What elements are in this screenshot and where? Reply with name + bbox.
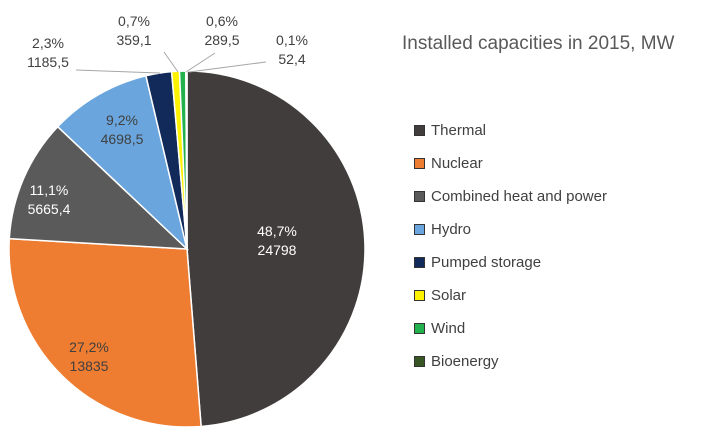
leader-line [185, 52, 216, 73]
leader-line [75, 69, 161, 74]
data-label-value: 4698,5 [101, 131, 144, 147]
legend-label: Bioenergy [431, 353, 499, 370]
pie-slice-thermal [186, 70, 366, 428]
legend-swatch [414, 356, 425, 367]
legend-label: Solar [431, 287, 467, 304]
data-label: 9,2% 4698,5 [101, 112, 144, 147]
legend-swatch [414, 191, 425, 202]
data-label: 0,6% 289,5 [204, 13, 239, 48]
legend-swatch [414, 125, 425, 136]
leader-lines [75, 51, 267, 74]
legend-swatch [414, 224, 425, 235]
pie-slice-combined-heat-and-power [8, 125, 190, 250]
legend-swatch [414, 323, 425, 334]
legend-label: Wind [431, 320, 466, 337]
legend-label: Nuclear [431, 155, 483, 172]
data-label: 11,1% 5665,4 [28, 182, 71, 217]
data-label: 48,7% 24798 [257, 223, 297, 258]
data-label-percent: 0,7% [118, 13, 150, 29]
legend-item-pumped-storage: Pumped storage [414, 246, 607, 279]
legend-item-bioenergy: Bioenergy [414, 345, 607, 378]
legend-label: Hydro [431, 221, 472, 238]
data-label: 0,1% 52,4 [276, 32, 308, 67]
data-label-percent: 48,7% [257, 223, 297, 239]
data-label-value: 1185,5 [27, 54, 69, 70]
data-label-percent: 0,1% [276, 32, 308, 48]
data-label-percent: 9,2% [106, 112, 138, 128]
data-label: 27,2% 13835 [69, 339, 109, 374]
data-label-value: 52,4 [278, 51, 305, 67]
legend-item-hydro: Hydro [414, 213, 607, 246]
pie-slice-nuclear [8, 237, 202, 428]
legend-label: Pumped storage [431, 254, 542, 271]
data-label-percent: 2,3% [32, 35, 64, 51]
data-labels: 48,7% 24798 27,2% 13835 11,1% 5665,4 9,2% 4698,… [27, 13, 308, 374]
data-label-value: 13835 [70, 358, 109, 374]
legend-item-chp: Combined heat and power [414, 180, 607, 213]
data-label-percent: 27,2% [69, 339, 109, 355]
data-label-value: 5665,4 [28, 201, 71, 217]
legend-item-wind: Wind [414, 312, 607, 345]
chart-title: Installed capacities in 2015, MW [402, 33, 675, 54]
data-label-percent: 0,6% [206, 13, 238, 29]
leader-line [163, 51, 179, 73]
data-label: 2,3% 1185,5 [27, 35, 69, 70]
legend-item-thermal: Thermal [414, 114, 607, 147]
data-label-value: 289,5 [204, 32, 239, 48]
legend-label: Combined heat and power [431, 188, 607, 205]
data-label-value: 359,1 [116, 32, 151, 48]
data-label: 0,7% 359,1 [116, 13, 151, 48]
legend-label: Thermal [431, 122, 487, 139]
leader-line [188, 61, 267, 73]
pie-slices [8, 70, 366, 428]
data-label-value: 24798 [258, 242, 297, 258]
legend-swatch [414, 290, 425, 301]
legend-swatch [414, 158, 425, 169]
data-label-percent: 11,1% [30, 182, 69, 198]
legend: Thermal Nuclear Combined heat and power … [414, 114, 607, 378]
pie-slice-hydro [56, 74, 189, 252]
legend-item-solar: Solar [414, 279, 607, 312]
legend-item-nuclear: Nuclear [414, 147, 607, 180]
legend-swatch [414, 257, 425, 268]
